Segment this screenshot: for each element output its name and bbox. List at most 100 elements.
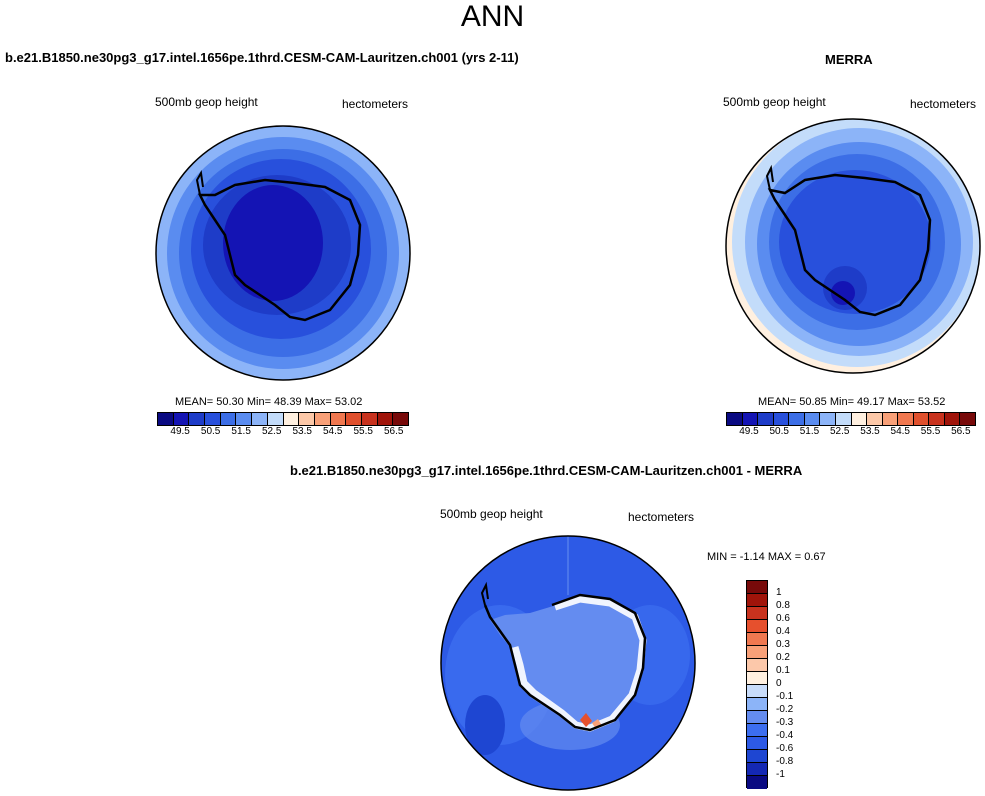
antarctica-coastline [197,178,362,322]
colorbar-tick-label: -0.1 [776,691,794,702]
panel-2-map [725,118,981,374]
panel-3-units: hectometers [628,510,695,524]
colorbar-tick-label: -0.2 [776,704,794,715]
colorbar-swatch [361,413,378,425]
colorbar-tick-label: 0.1 [776,665,790,676]
colorbar-swatch [747,776,767,789]
colorbar-swatch [773,413,790,425]
antarctica-coastline [767,173,932,317]
colorbar-tick-label: 56.5 [384,426,404,437]
colorbar-swatch [747,672,767,685]
colorbar-swatch [252,413,268,425]
colorbar-tick-label: 50.5 [769,426,789,437]
panel-1-stats: MEAN= 50.30 Min= 48.39 Max= 53.02 [175,396,363,408]
colorbar-tick-label: -0.3 [776,717,794,728]
peninsula-coastline [195,169,204,196]
panel-2-stats: MEAN= 50.85 Min= 49.17 Max= 53.52 [758,396,946,408]
colorbar-tick-label: 56.5 [951,426,971,437]
peninsula-coastline [765,164,774,191]
colorbar-tick-label: 49.5 [739,426,759,437]
colorbar-swatch [236,413,253,425]
colorbar-swatch [747,659,767,672]
colorbar-swatch [283,413,300,425]
colorbar-swatch [267,413,284,425]
peninsula-coastline [480,581,489,606]
colorbar-swatch [747,711,767,724]
colorbar-tick-label: 55.5 [920,426,941,437]
colorbar-tick-label: 53.5 [860,426,880,437]
colorbar-swatch [835,413,852,425]
colorbar-tick-label: -1 [776,769,785,780]
colorbar-swatch [330,413,347,425]
colorbar-swatch [314,413,331,425]
colorbar-tick-label: 50.5 [200,426,221,437]
colorbar-tick-label: 51.5 [799,426,820,437]
colorbar-swatch [747,698,767,711]
colorbar-swatch [220,413,237,425]
colorbar-swatch [747,763,767,776]
colorbar-swatch [944,413,961,425]
colorbar-tick-label: 54.5 [890,426,910,437]
colorbar-swatch [882,413,899,425]
panel-3-field-label: 500mb geop height [440,507,543,521]
colorbar-tick-label: 0.8 [776,600,790,611]
colorbar-tick-label: 0.2 [776,652,790,663]
colorbar-tick-label: 1 [776,587,782,598]
panel-1-units: hectometers [342,97,409,111]
colorbar-swatch [747,620,767,633]
colorbar-swatch [747,750,767,763]
colorbar-swatch [747,724,767,737]
colorbar-tick-label: 49.5 [170,426,190,437]
colorbar-tick-label: 52.5 [261,426,282,437]
panel-1-field-label: 500mb geop height [155,95,258,109]
colorbar-swatch [727,413,743,425]
colorbar-tick-label: 52.5 [830,426,850,437]
colorbar-tick-label: 53.5 [292,426,312,437]
panel-1-title: b.e21.B1850.ne30pg3_g17.intel.1656pe.1th… [5,50,519,65]
colorbar-swatch [158,413,174,425]
colorbar-tick-label: 0.6 [776,613,790,624]
colorbar-swatch [747,737,767,750]
main-title: ANN [460,0,525,33]
panel-3-map [440,535,696,791]
colorbar-tick-label: 54.5 [322,426,343,437]
colorbar-tick-label: 0 [776,678,782,689]
antarctica-coastline [483,593,647,732]
colorbar-swatch [747,594,767,607]
panel-2-field-label: 500mb geop height [723,95,826,109]
panel-3-colorbar [746,580,768,789]
colorbar-tick-label: 0.4 [776,626,790,637]
colorbar-swatch [747,685,767,698]
panel-2-units: hectometers [910,97,977,111]
panel-3-title: b.e21.B1850.ne30pg3_g17.intel.1656pe.1th… [290,463,803,478]
colorbar-tick-label: -0.4 [776,730,794,741]
colorbar-swatch [189,413,206,425]
panel-1-colorbar [157,412,409,426]
colorbar-swatch [851,413,868,425]
colorbar-swatch [377,413,394,425]
colorbar-swatch [299,413,315,425]
colorbar-swatch [960,413,975,425]
colorbar-swatch [747,646,767,659]
colorbar-swatch [346,413,362,425]
colorbar-swatch [747,581,767,594]
colorbar-swatch [898,413,914,425]
colorbar-tick-label: -0.6 [776,743,794,754]
colorbar-tick-label: 51.5 [231,426,251,437]
colorbar-swatch [820,413,836,425]
colorbar-swatch [205,413,221,425]
colorbar-swatch [173,413,190,425]
colorbar-swatch [929,413,945,425]
colorbar-tick-label: -0.8 [776,756,794,767]
colorbar-swatch [789,413,805,425]
colorbar-tick-label: 0.3 [776,639,790,650]
colorbar-swatch [913,413,930,425]
colorbar-swatch [867,413,883,425]
colorbar-swatch [742,413,759,425]
colorbar-swatch [747,607,767,620]
colorbar-swatch [804,413,821,425]
colorbar-swatch [747,633,767,646]
panel-1-map [155,125,411,381]
panel-2-title: MERRA [825,52,873,67]
panel-3-stats: MIN = -1.14 MAX = 0.67 [707,551,826,563]
